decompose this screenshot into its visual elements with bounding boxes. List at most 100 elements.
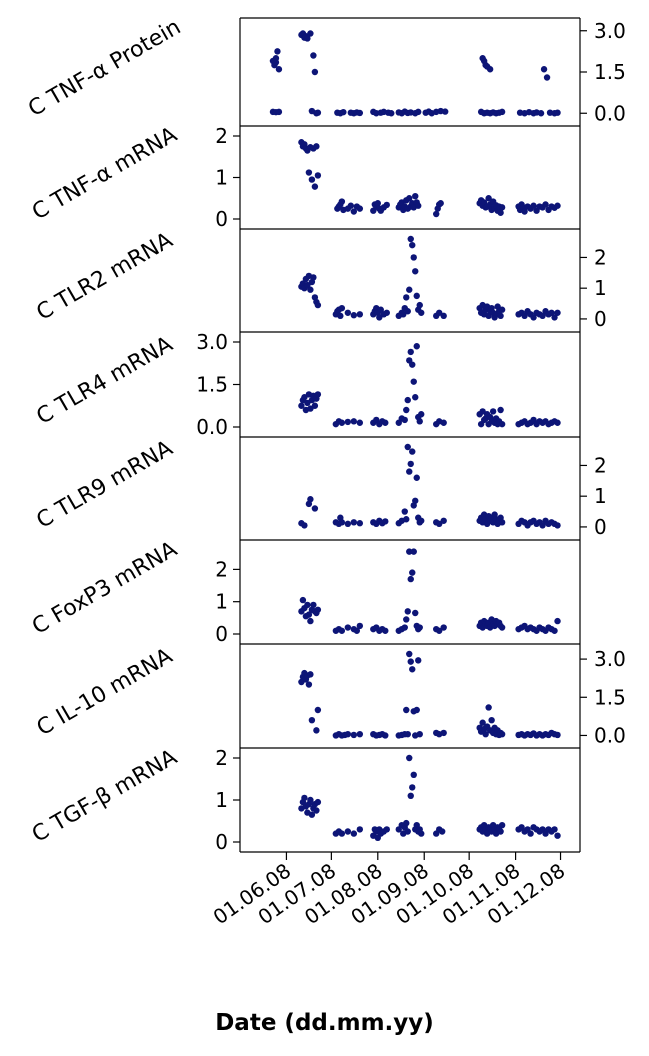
data-point [410,771,417,778]
y-tick-label: 0 [215,830,228,854]
y-tick-label: 1 [594,276,607,300]
data-point [272,55,280,62]
data-point [406,286,413,293]
data-point [554,419,561,426]
data-point [404,396,411,404]
data-point [308,811,316,818]
data-point [404,443,411,451]
data-point [314,606,322,613]
data-point [382,419,389,426]
panel-4: 0.0 1.5 3.0 C TLR4 mRNA [32,330,580,439]
data-point [400,311,407,318]
data-point [489,408,497,415]
data-point [344,828,352,835]
data-point [498,822,506,829]
x-axis-title: Date (dd.mm.yy) [215,1010,434,1036]
panel-8: 0 1 2 C TGF-β mRNA [28,745,580,854]
data-point [401,624,408,631]
panel-label: C TLR2 mRNA [32,228,177,326]
data-point [356,730,364,738]
y-tick-label: 0 [594,515,607,539]
data-point [440,624,447,631]
data-point [410,548,417,555]
data-point [409,241,416,249]
data-point [479,719,486,726]
data-point [498,306,506,313]
data-point [299,596,307,604]
data-point [403,616,410,623]
data-point [406,548,413,555]
data-point [551,627,558,634]
data-point [543,74,551,81]
y-tick-label: 0 [215,207,228,231]
data-point [376,314,383,321]
data-point [413,343,420,350]
data-point [307,286,314,293]
data-point [356,520,364,527]
y-tick-label: 1 [215,788,228,812]
data-point [436,520,443,528]
data-point [307,496,314,503]
data-point [554,617,561,625]
data-point [353,627,361,634]
data-point [406,754,413,762]
y-tick-label: 1.5 [594,60,626,84]
panel-label: C TNF-α mRNA [28,122,181,225]
data-point [311,68,319,76]
data-point [415,202,422,209]
data-point [410,378,417,385]
data-point [540,66,548,73]
data-point [418,830,425,837]
data-point [383,201,390,209]
data-point [344,309,352,316]
data-point [338,830,346,837]
data-point [356,311,364,318]
data-point [344,520,352,528]
panel-5: 0 1 2 C TLR9 mRNA [32,436,606,539]
data-point [406,468,413,475]
data-point [409,784,416,791]
panel-label: C TLR9 mRNA [32,436,177,534]
data-point [485,704,492,711]
data-point [440,312,447,320]
data-point [403,516,410,523]
data-point [551,826,558,833]
data-point [440,729,447,737]
data-point [350,731,358,739]
data-point [497,828,504,835]
data-point [418,411,425,418]
data-point [307,617,314,625]
data-point [498,204,506,211]
data-point [498,730,506,738]
data-point [307,30,314,37]
data-point [542,201,549,208]
data-point [275,66,283,73]
y-tick-label: 2 [215,746,228,770]
data-point [412,609,419,617]
data-point [415,657,422,664]
data-point [440,419,447,426]
data-point [304,601,311,609]
panel-label: C IL-10 mRNA [33,644,177,742]
y-tick-label: 3.0 [196,330,228,354]
data-point [356,622,364,630]
data-point [314,109,322,116]
data-point [418,309,425,316]
panel-label: C TLR4 mRNA [32,332,177,430]
data-point [439,828,446,835]
panel-6: 0 1 2 C FoxP3 mRNA [28,537,580,646]
data-point [403,406,410,414]
data-point [404,828,411,835]
data-point [404,608,411,615]
panel-1: 0.0 1.5 3.0 C TNF-α Protein [24,15,626,126]
data-point [313,143,320,150]
y-tick-label: 0 [594,307,607,331]
y-tick-label: 3.0 [594,19,626,43]
data-point [406,650,413,658]
data-point [304,35,311,42]
y-tick-label: 2 [594,453,607,477]
data-point [308,716,316,724]
data-point [407,348,414,356]
data-point [498,420,506,428]
data-point [412,497,419,504]
